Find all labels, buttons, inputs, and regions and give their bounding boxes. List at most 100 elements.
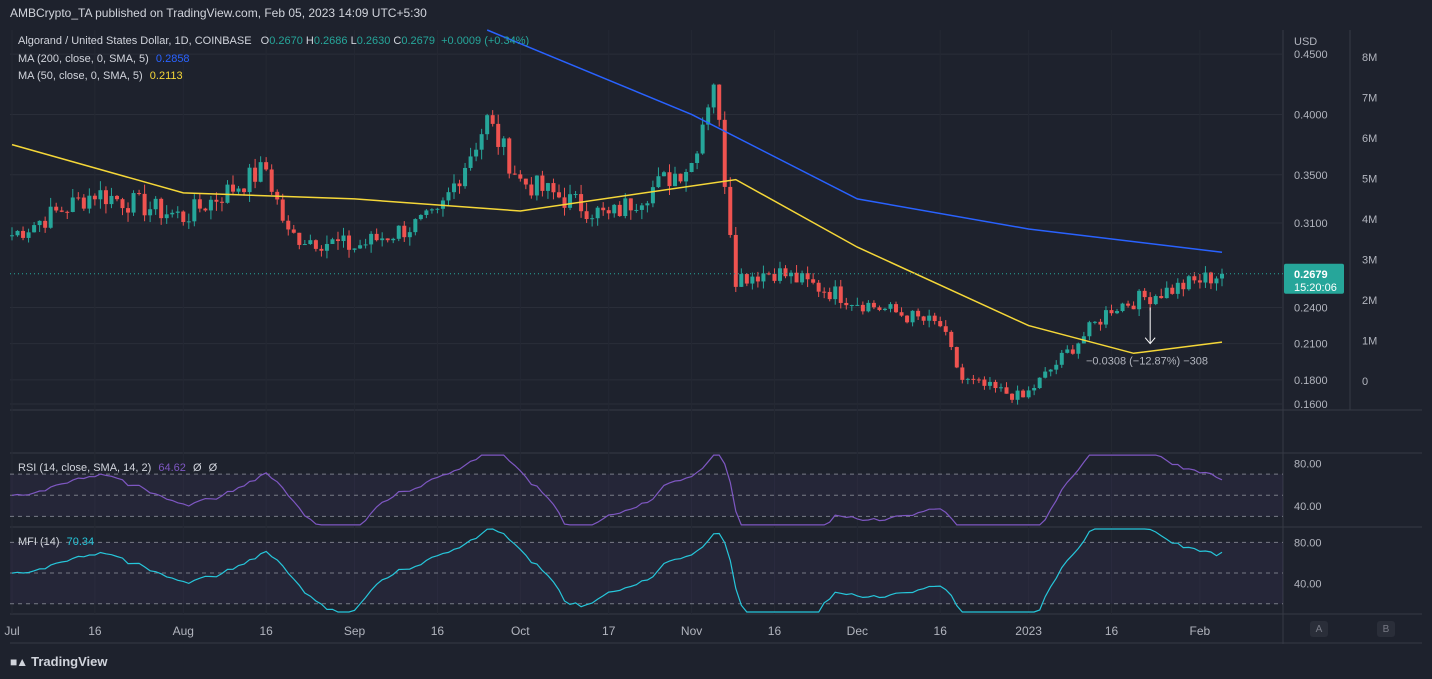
candle-body xyxy=(1026,390,1031,398)
candle-body xyxy=(203,208,208,211)
candle-body xyxy=(120,199,125,209)
candle-body xyxy=(855,304,860,306)
candle-body xyxy=(170,212,175,215)
countdown-label: 15:20:06 xyxy=(1294,282,1337,294)
volume-tick-label: 7M xyxy=(1362,93,1377,105)
candle-body xyxy=(971,378,976,380)
candle-body xyxy=(501,138,506,147)
candle-body xyxy=(1037,377,1042,388)
candle-body xyxy=(777,268,782,281)
candle-body xyxy=(87,195,92,209)
candle-body xyxy=(1015,390,1020,400)
candle-body xyxy=(65,211,70,213)
candle-body xyxy=(1092,321,1097,323)
bar-mode-button[interactable]: B xyxy=(1377,621,1395,637)
candle-body xyxy=(391,238,396,241)
candle-body xyxy=(910,310,915,323)
tradingview-logo[interactable]: ■▲ TradingView xyxy=(10,654,107,669)
candle-body xyxy=(617,204,622,217)
volume-tick-label: 8M xyxy=(1362,52,1377,64)
candle-body xyxy=(932,315,937,322)
candle-body xyxy=(733,234,738,287)
last-price-label: 0.2679 xyxy=(1294,269,1328,281)
candle-body xyxy=(330,239,335,244)
candle-body xyxy=(938,321,943,327)
candle-body xyxy=(142,193,147,216)
candle-body xyxy=(352,248,357,250)
candle-body xyxy=(396,225,401,239)
candle-body xyxy=(380,238,385,241)
candle-body xyxy=(551,183,556,193)
candle-body xyxy=(264,162,269,170)
time-tick-label: 17 xyxy=(602,624,616,638)
tradingview-brand: TradingView xyxy=(31,654,108,669)
candle-body xyxy=(369,233,374,245)
candle-body xyxy=(302,244,307,246)
candle-body xyxy=(717,84,722,120)
candle-body xyxy=(1164,287,1169,299)
last-price-tag xyxy=(1284,263,1344,294)
candle-body xyxy=(1004,387,1009,394)
candle-body xyxy=(805,273,810,280)
ma200-legend[interactable]: MA (200, close, 0, SMA, 5) 0.2858 xyxy=(18,53,190,65)
candle-body xyxy=(811,279,816,283)
candle-body xyxy=(452,183,457,193)
candle-body xyxy=(833,286,838,300)
candle-body xyxy=(628,198,633,211)
ohlc-c: 0.2679 xyxy=(401,35,436,47)
ohlc-c-label: C xyxy=(393,35,402,47)
rsi-legend[interactable]: RSI (14, close, SMA, 14, 2) 64.62 Ø Ø xyxy=(18,462,217,474)
ma50-legend[interactable]: MA (50, close, 0, SMA, 5) 0.2113 xyxy=(18,70,183,82)
price-tick-label: 0.1600 xyxy=(1294,399,1328,411)
candle-body xyxy=(899,312,904,316)
candle-body xyxy=(562,197,567,208)
time-tick-label: 16 xyxy=(88,624,102,638)
symbol-legend: Algorand / United States Dollar, 1D, COI… xyxy=(18,35,529,47)
candle-body xyxy=(584,211,589,220)
candle-body xyxy=(92,195,97,200)
candle-body xyxy=(137,193,142,195)
candle-body xyxy=(59,210,64,212)
candle-body xyxy=(1208,272,1213,284)
candle-body xyxy=(335,239,340,242)
ma50-value: 0.2113 xyxy=(149,70,183,82)
candle-body xyxy=(606,210,611,214)
candle-body xyxy=(446,192,451,201)
time-tick-label: 2023 xyxy=(1015,624,1042,638)
candle-body xyxy=(197,199,202,209)
time-tick-label: Feb xyxy=(1190,624,1211,638)
candle-body xyxy=(927,315,932,321)
mfi-value: 70.34 xyxy=(66,536,95,548)
candle-body xyxy=(236,188,241,192)
candle-body xyxy=(474,149,479,157)
volume-tick-label: 3M xyxy=(1362,255,1377,267)
mfi-tick-label: 80.00 xyxy=(1294,537,1322,549)
time-tick-label: Oct xyxy=(511,624,530,638)
candle-body xyxy=(358,245,363,249)
candle-body xyxy=(1142,290,1147,298)
candle-body xyxy=(153,198,158,210)
candle-body xyxy=(347,235,352,250)
candle-body xyxy=(987,381,992,386)
candle-body xyxy=(324,243,329,251)
time-tick-label: Sep xyxy=(344,624,366,638)
candle-body xyxy=(844,302,849,306)
volume-tick-label: 6M xyxy=(1362,133,1377,145)
mfi-tick-label: 40.00 xyxy=(1294,578,1322,590)
candle-body xyxy=(993,381,998,389)
auto-scale-button[interactable]: A xyxy=(1310,621,1328,637)
candle-body xyxy=(269,169,274,192)
price-tick-label: 0.3500 xyxy=(1294,170,1328,182)
candle-body xyxy=(219,201,224,203)
price-tick-label: 0.1800 xyxy=(1294,375,1328,387)
candle-body xyxy=(418,214,423,220)
candle-body xyxy=(1120,303,1125,312)
candle-body xyxy=(954,347,959,368)
time-tick-label: 16 xyxy=(431,624,445,638)
mfi-legend[interactable]: MFI (14) 70.34 xyxy=(18,536,94,548)
candle-body xyxy=(656,176,661,188)
candle-body xyxy=(645,203,650,206)
candle-body xyxy=(998,387,1003,389)
volume-tick-label: 2M xyxy=(1362,295,1377,307)
